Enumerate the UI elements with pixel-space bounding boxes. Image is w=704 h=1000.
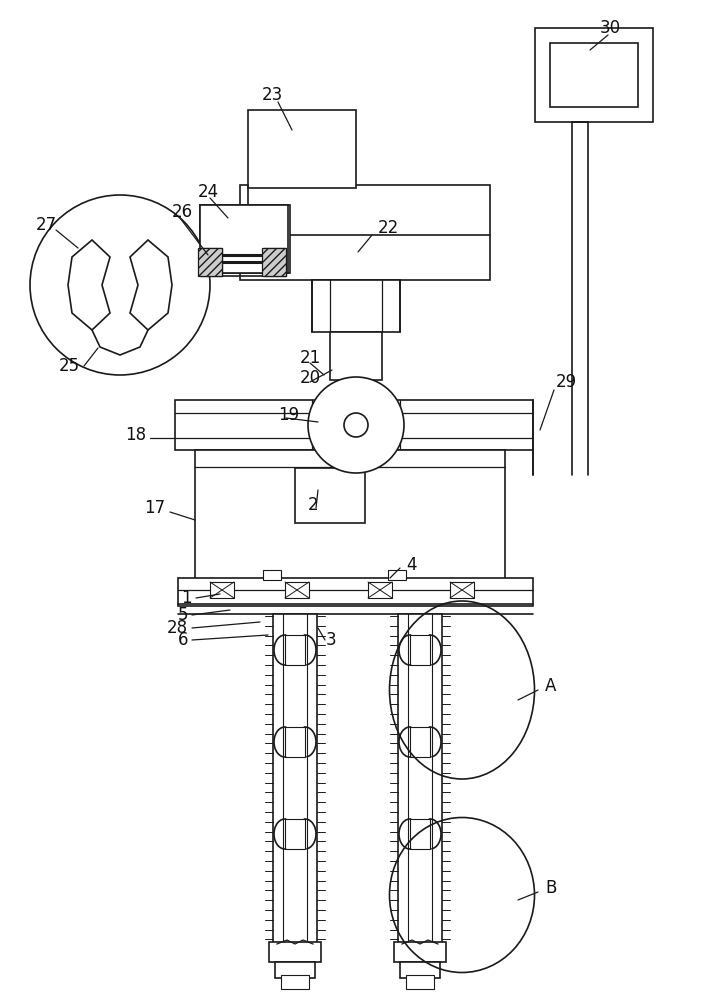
Text: 2: 2 <box>308 496 319 514</box>
Bar <box>269 942 321 962</box>
Bar <box>295 468 365 523</box>
Bar <box>210 582 234 598</box>
Bar <box>285 727 305 757</box>
Bar <box>281 975 309 989</box>
Text: A: A <box>545 677 556 695</box>
Bar <box>330 332 382 380</box>
Bar <box>312 280 400 332</box>
Bar <box>285 582 309 598</box>
Bar <box>240 185 490 280</box>
Bar <box>368 582 392 598</box>
Bar <box>450 582 474 598</box>
Text: 22: 22 <box>378 219 399 237</box>
Bar <box>275 962 315 978</box>
Bar <box>200 248 222 276</box>
Bar <box>388 570 406 580</box>
Polygon shape <box>130 240 172 330</box>
Bar <box>264 248 286 276</box>
Circle shape <box>344 413 368 437</box>
Bar <box>198 248 222 276</box>
Text: 21: 21 <box>300 349 321 367</box>
Bar <box>535 28 653 122</box>
Text: 23: 23 <box>262 86 283 104</box>
Circle shape <box>30 195 210 375</box>
Text: 19: 19 <box>278 406 299 424</box>
Text: 4: 4 <box>406 556 417 574</box>
Text: 28: 28 <box>167 619 188 637</box>
Bar <box>200 205 288 273</box>
Bar <box>200 205 290 273</box>
Bar <box>410 819 430 849</box>
Text: 30: 30 <box>600 19 621 37</box>
Bar <box>398 614 442 950</box>
Bar <box>262 248 286 276</box>
Text: 25: 25 <box>59 357 80 375</box>
Text: B: B <box>545 879 556 897</box>
Polygon shape <box>68 240 110 330</box>
Text: 26: 26 <box>172 203 193 221</box>
Text: 6: 6 <box>177 631 188 649</box>
Bar <box>248 110 356 188</box>
Bar <box>195 450 505 580</box>
Bar <box>410 635 430 665</box>
Text: 17: 17 <box>144 499 165 517</box>
Bar <box>410 727 430 757</box>
Text: 20: 20 <box>300 369 321 387</box>
Circle shape <box>308 377 404 473</box>
Text: 29: 29 <box>556 373 577 391</box>
Text: 18: 18 <box>125 426 146 444</box>
Bar <box>394 942 446 962</box>
Bar <box>550 43 638 107</box>
Bar <box>178 578 533 606</box>
Text: 5: 5 <box>177 606 188 624</box>
Bar <box>285 819 305 849</box>
Bar <box>406 975 434 989</box>
Text: 3: 3 <box>326 631 337 649</box>
Bar <box>285 635 305 665</box>
Text: 1: 1 <box>182 589 192 607</box>
Text: 27: 27 <box>36 216 57 234</box>
Bar <box>175 400 533 450</box>
Bar <box>273 614 317 950</box>
Text: 24: 24 <box>198 183 219 201</box>
Bar <box>400 962 440 978</box>
Bar <box>263 570 281 580</box>
